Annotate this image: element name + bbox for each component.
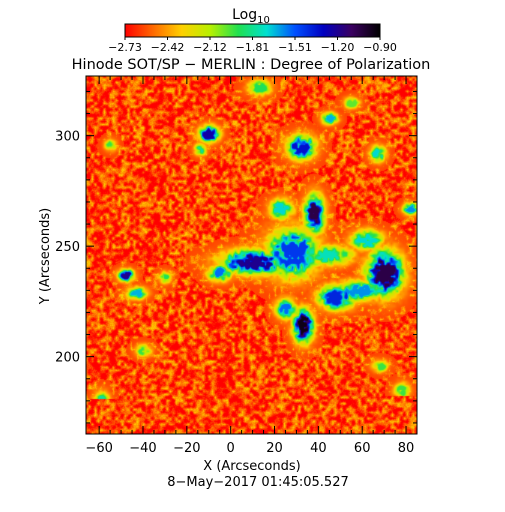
colorbar-tick-label: −1.51 (278, 41, 312, 54)
x-tick-label: 40 (310, 441, 327, 456)
colorbar-tick-label: −2.73 (108, 41, 142, 54)
x-tick-label: 20 (266, 441, 283, 456)
colorbar-tick-label: −1.81 (236, 41, 270, 54)
x-tick-label: −20 (173, 441, 200, 456)
x-axis-label: X (Arcseconds) (203, 459, 300, 474)
x-tick-label: 80 (398, 441, 415, 456)
colorbar-tick-label: −1.20 (321, 41, 355, 54)
colorbar-tick-label: −2.12 (193, 41, 227, 54)
colorbar-tick-label: −2.42 (151, 41, 185, 54)
colorbar-ticks: −2.73 −2.42 −2.12 −1.81 −1.51 −1.20 −0.90 (108, 37, 397, 54)
y-tick-label: 300 (55, 130, 80, 145)
colorbar-tick-label: −0.90 (363, 41, 397, 54)
y-tick-label: 200 (55, 351, 80, 366)
plot-frame (85, 75, 418, 435)
x-tick-label: −60 (85, 441, 112, 456)
colorbar-label: Log10 (232, 7, 270, 26)
timestamp: 8−May−2017 01:45:05.527 (167, 475, 348, 490)
x-tick-label: −40 (129, 441, 156, 456)
x-axis: −60 −40 −20 0 20 40 60 80 (85, 76, 414, 456)
plot-area (86, 76, 417, 434)
y-tick-label: 250 (55, 240, 80, 255)
y-axis: 200 250 300 (55, 90, 417, 424)
x-tick-label: 0 (227, 441, 235, 456)
y-axis-label: Y (Arcseconds) (38, 208, 53, 305)
heatmap-image (86, 76, 417, 434)
x-tick-label: 60 (354, 441, 371, 456)
colorbar (124, 23, 381, 38)
chart-title: Hinode SOT/SP − MERLIN : Degree of Polar… (72, 57, 431, 73)
